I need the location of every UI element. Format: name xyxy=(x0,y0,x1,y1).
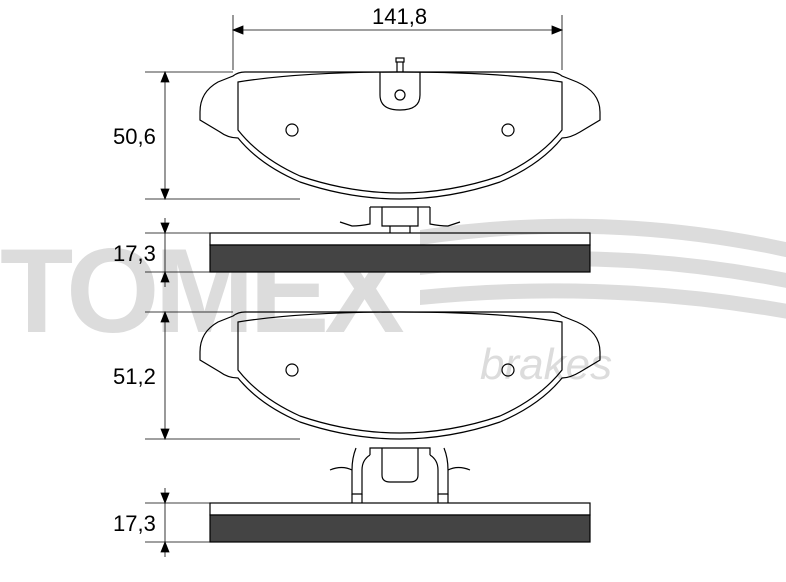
dim-height-top-label: 50,6 xyxy=(113,124,156,150)
dim-width-label: 141,8 xyxy=(372,4,427,30)
dim-thickness-mid-label: 17,3 xyxy=(113,241,156,267)
dim-height-bottom-label: 51,2 xyxy=(113,364,156,390)
dim-thickness-bottom-label: 17,3 xyxy=(113,511,156,537)
technical-drawing xyxy=(0,0,786,582)
